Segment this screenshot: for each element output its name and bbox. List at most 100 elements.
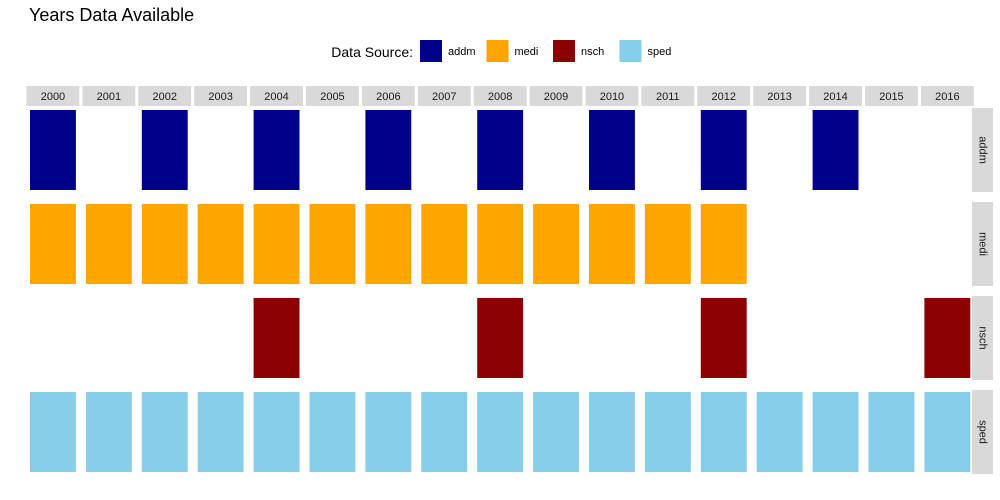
column-strip-2011 (641, 86, 695, 106)
legend: Data Source: addm medi nsch sped (331, 40, 671, 62)
tile-sped-2004 (253, 392, 300, 472)
tile-sped-2008 (477, 392, 524, 472)
tile-sped-2011 (644, 392, 691, 472)
column-strip-2013 (753, 86, 807, 106)
column-strip-2000 (26, 86, 80, 106)
column-strips: 2000 2001 2002 2003 2004 2005 2006 2007 2008 2009… (26, 86, 974, 106)
row-strip-medi (972, 202, 993, 286)
legend-label-nsch: nsch (581, 46, 604, 58)
column-strip-2005 (306, 86, 359, 106)
tile-sped-2006 (365, 392, 412, 472)
column-label-2011: 2011 (656, 91, 680, 103)
tile-sped-2000 (30, 392, 76, 472)
column-strip-2006 (361, 86, 415, 106)
column-label-2000: 2000 (41, 91, 65, 103)
column-strip-2003 (194, 86, 248, 106)
column-label-2014: 2014 (823, 91, 847, 103)
tile-medi-2012 (700, 204, 747, 284)
tile-sped-2016 (924, 392, 971, 472)
tile-sped-2009 (533, 392, 579, 472)
legend-title: Data Source: (331, 44, 413, 60)
legend-label-medi: medi (515, 46, 539, 58)
column-strip-2008 (473, 86, 527, 106)
tiles (30, 110, 971, 472)
legend-label-sped: sped (648, 46, 672, 58)
tile-addm-2000 (30, 110, 76, 190)
tile-addm-2008 (477, 110, 524, 190)
tile-medi-2011 (644, 204, 691, 284)
column-label-2001: 2001 (97, 91, 121, 103)
column-label-2016: 2016 (935, 91, 959, 103)
tile-medi-2008 (477, 204, 524, 284)
row-strip-addm (972, 108, 993, 192)
tile-medi-2003 (197, 204, 244, 284)
tile-sped-2007 (421, 392, 468, 472)
column-strip-2002 (138, 86, 192, 106)
tile-sped-2001 (85, 392, 132, 472)
column-strip-2001 (82, 86, 136, 106)
tile-sped-2002 (141, 392, 188, 472)
column-label-2009: 2009 (544, 91, 568, 103)
tile-sped-2013 (756, 392, 803, 472)
column-label-2012: 2012 (712, 91, 736, 103)
column-label-2005: 2005 (320, 91, 344, 103)
tile-sped-2003 (197, 392, 244, 472)
tile-nsch-2008 (477, 298, 524, 378)
row-strips: addm medi nsch sped (972, 108, 993, 474)
column-strip-2015 (865, 86, 918, 106)
tile-medi-2001 (85, 204, 132, 284)
column-strip-2014 (809, 86, 862, 106)
tile-addm-2012 (700, 110, 747, 190)
tile-medi-2010 (589, 204, 635, 284)
column-label-2010: 2010 (600, 91, 624, 103)
tile-sped-2015 (868, 392, 915, 472)
row-label-sped: sped (977, 420, 989, 444)
tile-addm-2004 (253, 110, 300, 190)
row-label-addm: addm (977, 136, 989, 164)
column-label-2006: 2006 (376, 91, 400, 103)
tile-medi-2006 (365, 204, 412, 284)
tile-sped-2014 (812, 392, 859, 472)
tile-medi-2004 (253, 204, 300, 284)
tile-medi-2002 (141, 204, 188, 284)
column-label-2013: 2013 (767, 91, 791, 103)
row-label-medi: medi (977, 232, 989, 256)
tile-nsch-2016 (924, 298, 971, 378)
column-label-2002: 2002 (153, 91, 177, 103)
column-label-2015: 2015 (879, 91, 903, 103)
tile-addm-2002 (141, 110, 188, 190)
tile-sped-2012 (700, 392, 747, 472)
tile-nsch-2012 (700, 298, 747, 378)
column-strip-2010 (585, 86, 639, 106)
column-strip-2012 (697, 86, 751, 106)
tile-sped-2010 (589, 392, 635, 472)
legend-key-medi (486, 40, 509, 62)
column-strip-2007 (417, 86, 471, 106)
tile-medi-2000 (30, 204, 76, 284)
row-strip-nsch (972, 296, 993, 380)
legend-key-nsch (553, 40, 575, 62)
column-label-2008: 2008 (488, 91, 512, 103)
column-label-2003: 2003 (208, 91, 232, 103)
tile-medi-2005 (309, 204, 356, 284)
tile-medi-2007 (421, 204, 468, 284)
legend-key-addm (420, 40, 442, 62)
column-label-2007: 2007 (432, 91, 456, 103)
legend-items: addm medi nsch sped (420, 40, 671, 62)
tile-addm-2014 (812, 110, 859, 190)
column-label-2004: 2004 (264, 91, 288, 103)
column-strip-2016 (920, 86, 974, 106)
tile-medi-2009 (533, 204, 579, 284)
column-strip-2009 (529, 86, 583, 106)
legend-key-sped (619, 40, 642, 62)
legend-label-addm: addm (448, 46, 476, 58)
tile-sped-2005 (309, 392, 356, 472)
chart-title: Years Data Available (29, 5, 194, 25)
row-strip-sped (972, 390, 993, 474)
tile-nsch-2004 (253, 298, 300, 378)
column-strip-2004 (250, 86, 303, 106)
row-label-nsch: nsch (977, 326, 989, 349)
tile-addm-2010 (589, 110, 635, 190)
tile-addm-2006 (365, 110, 412, 190)
